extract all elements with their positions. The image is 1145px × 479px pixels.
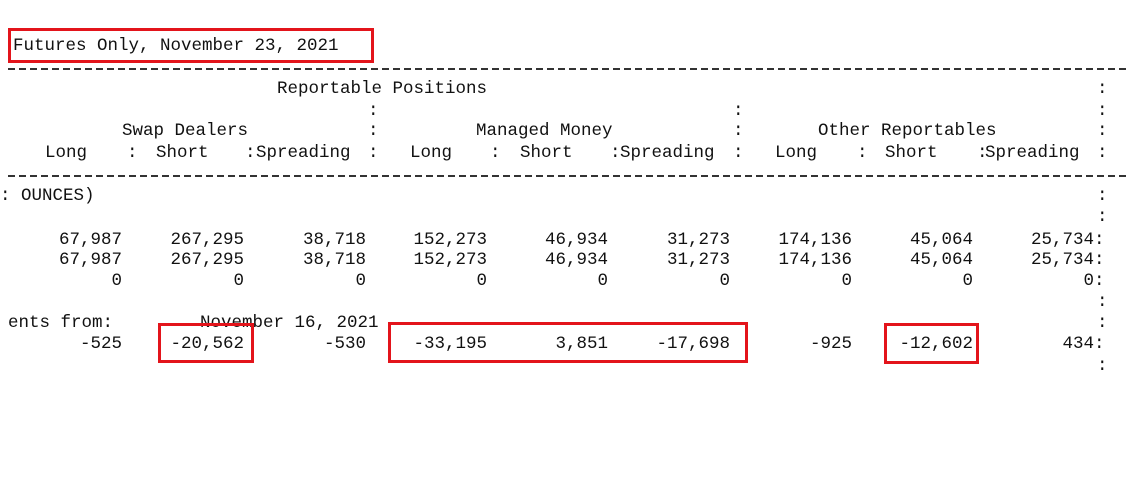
table-cell: 152,273 (413, 250, 487, 270)
section-heading: Reportable Positions (277, 79, 488, 99)
change-cell: -17,698 (656, 334, 730, 354)
change-cell: -33,195 (413, 334, 487, 354)
separator: : (368, 121, 379, 141)
table-cell: 46,934 (544, 250, 608, 270)
highlight-box-other-short (884, 323, 979, 364)
table-cell: 31,273 (666, 250, 730, 270)
divider-top (8, 68, 1128, 70)
separator: : (1097, 79, 1108, 99)
table-cell: 38,718 (302, 250, 366, 270)
separator: : (1097, 292, 1108, 312)
table-cell: 174,136 (778, 230, 852, 250)
column-header-spreading: Spreading (620, 143, 715, 163)
table-cell: 45,064 (909, 250, 973, 270)
table-cell: 38,718 (302, 230, 366, 250)
report-title: Futures Only, November 23, 2021 (13, 36, 339, 56)
changes-date: November 16, 2021 (200, 313, 379, 333)
change-cell: 3,851 (555, 334, 608, 354)
column-header-short: Short (520, 143, 573, 163)
column-header-spreading: Spreading (985, 143, 1080, 163)
separator: : (368, 101, 379, 121)
change-cell: 434 (1062, 334, 1094, 354)
separator: : (733, 101, 744, 121)
column-header-long: Long (410, 143, 453, 163)
units-label: : OUNCES) (0, 186, 95, 206)
table-cell: 0 (111, 271, 122, 291)
group-swap-dealers: Swap Dealers (122, 121, 249, 141)
changes-label: ents from: (8, 313, 114, 333)
separator: : (1097, 143, 1108, 163)
table-cell: 31,273 (666, 230, 730, 250)
highlight-box-swap-short (158, 323, 254, 363)
highlight-box-managed-money (388, 322, 748, 363)
change-cell: -925 (809, 334, 852, 354)
column-header-long: Long (45, 143, 88, 163)
separator: : (1094, 230, 1105, 250)
column-header-spreading: Spreading (256, 143, 351, 163)
table-cell: 45,064 (909, 230, 973, 250)
column-header-short: Short (885, 143, 938, 163)
table-cell: 25,734 (1030, 250, 1094, 270)
separator: : (733, 143, 744, 163)
table-cell: 0 (355, 271, 366, 291)
table-cell: 46,934 (544, 230, 608, 250)
change-cell: -12,602 (899, 334, 973, 354)
separator: : (127, 143, 138, 163)
separator: : (490, 143, 501, 163)
table-cell: 67,987 (58, 250, 122, 270)
change-cell: -530 (323, 334, 366, 354)
separator: : (1094, 334, 1105, 354)
separator: : (1097, 121, 1108, 141)
table-cell: 67,987 (58, 230, 122, 250)
table-cell: 0 (476, 271, 487, 291)
separator: : (1097, 186, 1108, 206)
column-header-short: Short (156, 143, 209, 163)
separator: : (368, 143, 379, 163)
separator: : (733, 121, 744, 141)
separator: : (1097, 101, 1108, 121)
title-highlight-box (8, 28, 374, 63)
change-cell: -20,562 (170, 334, 244, 354)
separator: : (1094, 250, 1105, 270)
separator: : (857, 143, 868, 163)
change-cell: -525 (79, 334, 122, 354)
group-other-reportables: Other Reportables (818, 121, 997, 141)
table-cell: 0 (962, 271, 973, 291)
table-cell: 0 (597, 271, 608, 291)
table-cell: 174,136 (778, 250, 852, 270)
table-cell: 152,273 (413, 230, 487, 250)
table-cell: 267,295 (170, 230, 244, 250)
table-cell: 0 (841, 271, 852, 291)
table-cell: 0 (233, 271, 244, 291)
table-cell: 0 (719, 271, 730, 291)
separator: : (1097, 356, 1108, 376)
group-managed-money: Managed Money (476, 121, 613, 141)
divider-bottom (8, 175, 1128, 177)
separator: : (610, 143, 621, 163)
separator: : (1094, 271, 1105, 291)
table-cell: 267,295 (170, 250, 244, 270)
separator: : (977, 143, 988, 163)
separator: : (1097, 313, 1108, 333)
separator: : (245, 143, 256, 163)
column-header-long: Long (775, 143, 818, 163)
separator: : (1097, 207, 1108, 227)
table-cell: 0 (1083, 271, 1094, 291)
table-cell: 25,734 (1030, 230, 1094, 250)
